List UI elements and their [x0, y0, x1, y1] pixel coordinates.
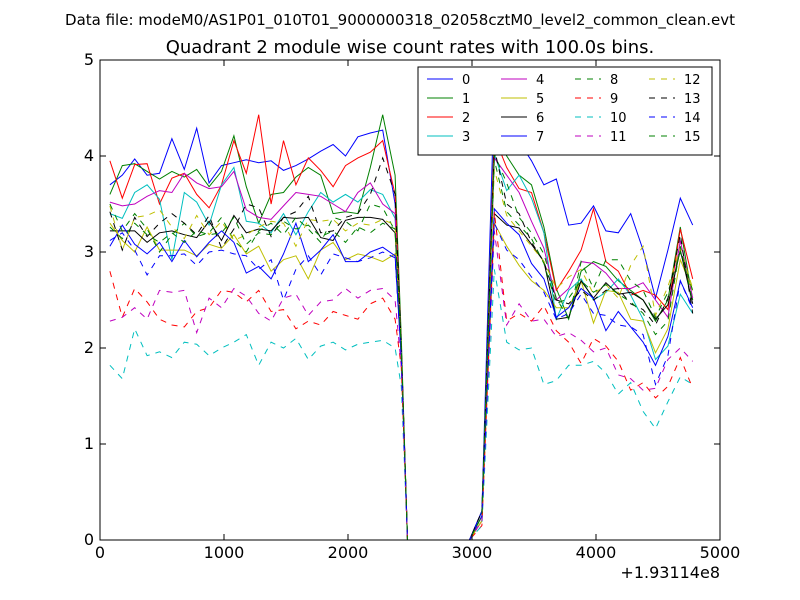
legend-label-12: 12 [684, 73, 701, 88]
x-tick-label: 3000 [452, 543, 493, 562]
series-line-9 [109, 211, 694, 541]
y-tick-label: 2 [84, 338, 94, 357]
legend-label-0: 0 [462, 73, 470, 88]
x-tick-label: 0 [95, 543, 105, 562]
suptitle: Data file: modeM0/AS1P01_010T01_90000003… [65, 11, 735, 30]
legend-label-2: 2 [462, 111, 470, 126]
series-line-5 [109, 221, 694, 541]
y-tick-label: 0 [84, 530, 94, 549]
legend-label-3: 3 [462, 130, 470, 145]
series-line-10 [109, 269, 693, 541]
x-tick-label: 4000 [576, 543, 617, 562]
legend-label-7: 7 [536, 130, 544, 145]
y-tick-label: 1 [84, 434, 94, 453]
x-tick-label: 1000 [204, 543, 245, 562]
series-line-0 [109, 88, 694, 541]
legend-label-11: 11 [610, 130, 627, 145]
x-tick-label: 2000 [328, 543, 369, 562]
legend-label-13: 13 [684, 92, 701, 107]
chart-title: Quadrant 2 module wise count rates with … [166, 37, 655, 58]
plot-area-frame [99, 59, 721, 541]
y-tick-label: 3 [84, 242, 94, 261]
legend-label-5: 5 [536, 92, 544, 107]
y-tick-label: 5 [84, 50, 94, 69]
legend-label-14: 14 [684, 111, 701, 126]
x-tick-label: 5000 [700, 543, 741, 562]
legend-label-8: 8 [610, 73, 618, 88]
series-line-15 [109, 159, 694, 541]
x-axis-offset-label: +1.93114e8 [620, 563, 720, 582]
series-line-1 [109, 114, 694, 541]
legend-label-10: 10 [610, 111, 627, 126]
legend-label-15: 15 [684, 130, 701, 145]
y-tick-label: 4 [84, 146, 94, 165]
legend-box [417, 66, 713, 156]
series-line-14 [109, 222, 694, 541]
legend-label-6: 6 [536, 111, 544, 126]
legend-label-9: 9 [610, 92, 618, 107]
series-line-11 [109, 230, 694, 541]
series-lines [109, 88, 694, 541]
legend-label-4: 4 [536, 73, 544, 88]
legend-label-1: 1 [462, 92, 470, 107]
